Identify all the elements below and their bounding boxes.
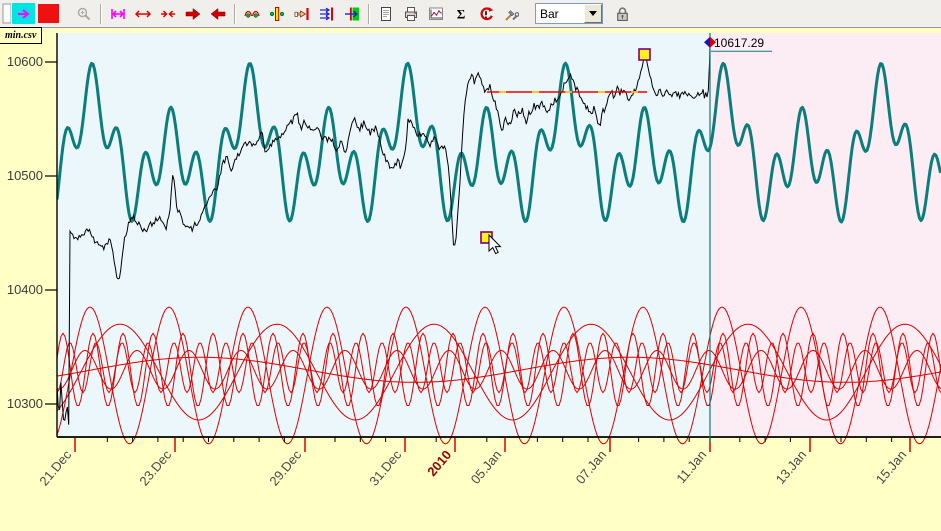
padlock-icon — [614, 5, 631, 22]
cycle-wave-6 — [57, 349, 941, 390]
composite-cycle-line — [57, 61, 941, 224]
file-tab[interactable]: min.csv — [0, 27, 43, 44]
zoom-button[interactable] — [72, 3, 95, 24]
cycle-wave-1 — [57, 306, 941, 445]
main-toolbar: Σ Bar — [0, 0, 941, 28]
toolbar-separator — [234, 3, 235, 24]
y-axis-label: 10600 — [7, 54, 43, 69]
chart-window-button[interactable] — [424, 3, 447, 24]
chart-type-value: Bar — [540, 6, 559, 21]
print-button[interactable] — [399, 3, 422, 24]
svg-text:Σ: Σ — [456, 6, 465, 21]
cycle-marker-button[interactable] — [265, 3, 288, 24]
play-forward-button[interactable] — [12, 3, 35, 24]
arrows-to-bar-button[interactable] — [315, 3, 338, 24]
mini-chart-icon — [428, 6, 444, 22]
document-icon — [378, 6, 394, 22]
sigma-icon: Σ — [453, 6, 469, 22]
clipped-button[interactable] — [1, 3, 11, 24]
cycle-wave-4 — [57, 342, 941, 394]
toolbar-button-groups: Σ — [0, 3, 523, 24]
magnifier-icon — [76, 6, 92, 22]
arc-dots-icon — [243, 6, 260, 22]
scroll-right-button[interactable] — [181, 3, 204, 24]
full-range-button[interactable] — [106, 3, 129, 24]
red-block-icon — [38, 4, 59, 23]
marker-bar-icon — [269, 6, 285, 22]
options-button[interactable] — [499, 3, 522, 24]
compress-horizontal-button[interactable] — [156, 3, 179, 24]
y-axis-label: 10300 — [7, 396, 43, 411]
y-axis-label: 10400 — [7, 282, 43, 297]
drag-handle-2[interactable] — [638, 48, 651, 61]
lbc-hand-button[interactable] — [290, 3, 313, 24]
history-region — [57, 33, 710, 437]
cycle-wave-5 — [57, 356, 941, 383]
scroll-left-button[interactable] — [206, 3, 229, 24]
arrow-green-block-icon — [344, 6, 360, 22]
compress-red-icon — [160, 6, 176, 22]
y-axis-label: 10500 — [7, 168, 43, 183]
last-price-marker-left — [704, 36, 710, 48]
composite-cycle-group — [57, 61, 941, 224]
toolbar-separator — [368, 3, 369, 24]
sum-button[interactable]: Σ — [449, 3, 472, 24]
arrows-to-bar-icon — [319, 6, 335, 22]
partial-icon — [1, 3, 11, 24]
cycle-wave-2 — [57, 332, 941, 406]
lock-button[interactable] — [611, 3, 634, 24]
arrow-right-red-icon — [185, 6, 201, 22]
hand-bar-icon — [294, 6, 310, 22]
last-price-label: 10617.29 — [714, 36, 764, 50]
chevron-down-icon[interactable] — [584, 4, 602, 23]
cycle-wave-3 — [57, 323, 941, 421]
expand-horizontal-button[interactable] — [131, 3, 154, 24]
magenta-arrow-icon — [16, 6, 32, 22]
range-magenta-icon — [110, 6, 126, 22]
file-tab-label: min.csv — [5, 30, 37, 41]
document-button[interactable] — [374, 3, 397, 24]
cycle-waves-group — [57, 306, 941, 445]
mouse-cursor — [488, 233, 502, 255]
stop-button[interactable] — [37, 3, 60, 24]
printer-icon — [403, 6, 419, 22]
expand-red-icon — [134, 6, 151, 22]
last-price-marker-right — [710, 36, 716, 48]
price-series-line — [56, 42, 711, 425]
arrow-left-red-icon — [210, 6, 226, 22]
chart-type-select[interactable]: Bar — [535, 3, 603, 24]
cycle-arc-button[interactable] — [240, 3, 263, 24]
recalculate-button[interactable] — [474, 3, 497, 24]
tools-icon — [503, 6, 519, 22]
step-forward-button[interactable] — [340, 3, 363, 24]
recalc-icon — [478, 6, 494, 22]
toolbar-separator — [100, 3, 101, 24]
